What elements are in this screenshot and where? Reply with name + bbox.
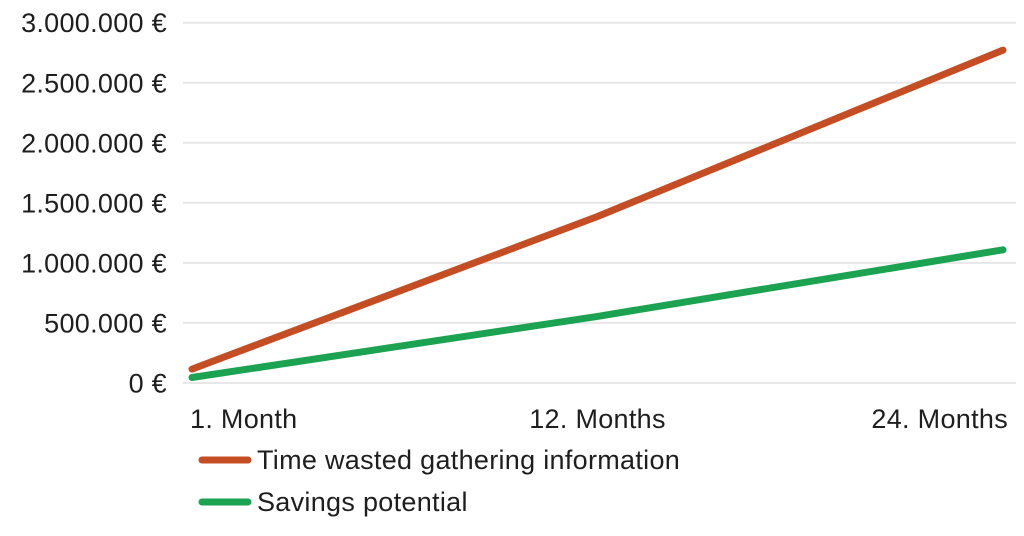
y-tick-label-4: 2.000.000 €: [21, 128, 167, 158]
legend-label-time-wasted: Time wasted gathering information: [257, 445, 680, 475]
y-tick-label-2: 1.000.000 €: [21, 248, 167, 278]
y-tick-label-6: 3.000.000 €: [21, 8, 167, 38]
y-tick-label-1: 500.000 €: [44, 308, 167, 338]
y-tick-label-0: 0 €: [129, 369, 167, 399]
x-tick-label-0: 1. Month: [190, 404, 297, 434]
series-line-1: [188, 246, 1007, 381]
x-tick-label-2: 24. Months: [871, 404, 1008, 434]
y-tick-label-5: 2.500.000 €: [21, 68, 167, 98]
x-tick-label-1: 12. Months: [529, 404, 666, 434]
y-axis-tick-labels: 0 € 500.000 € 1.000.000 € 1.500.000 € 2.000.…: [21, 8, 167, 398]
y-tick-label-3: 1.500.000 €: [21, 188, 167, 218]
series-lines: [188, 46, 1007, 381]
x-axis-tick-labels: 1. Month 12. Months 24. Months: [190, 404, 1008, 434]
legend: Time wasted gathering information Saving…: [198, 445, 680, 517]
series-line-0: [188, 46, 1007, 373]
legend-label-savings: Savings potential: [257, 487, 468, 517]
